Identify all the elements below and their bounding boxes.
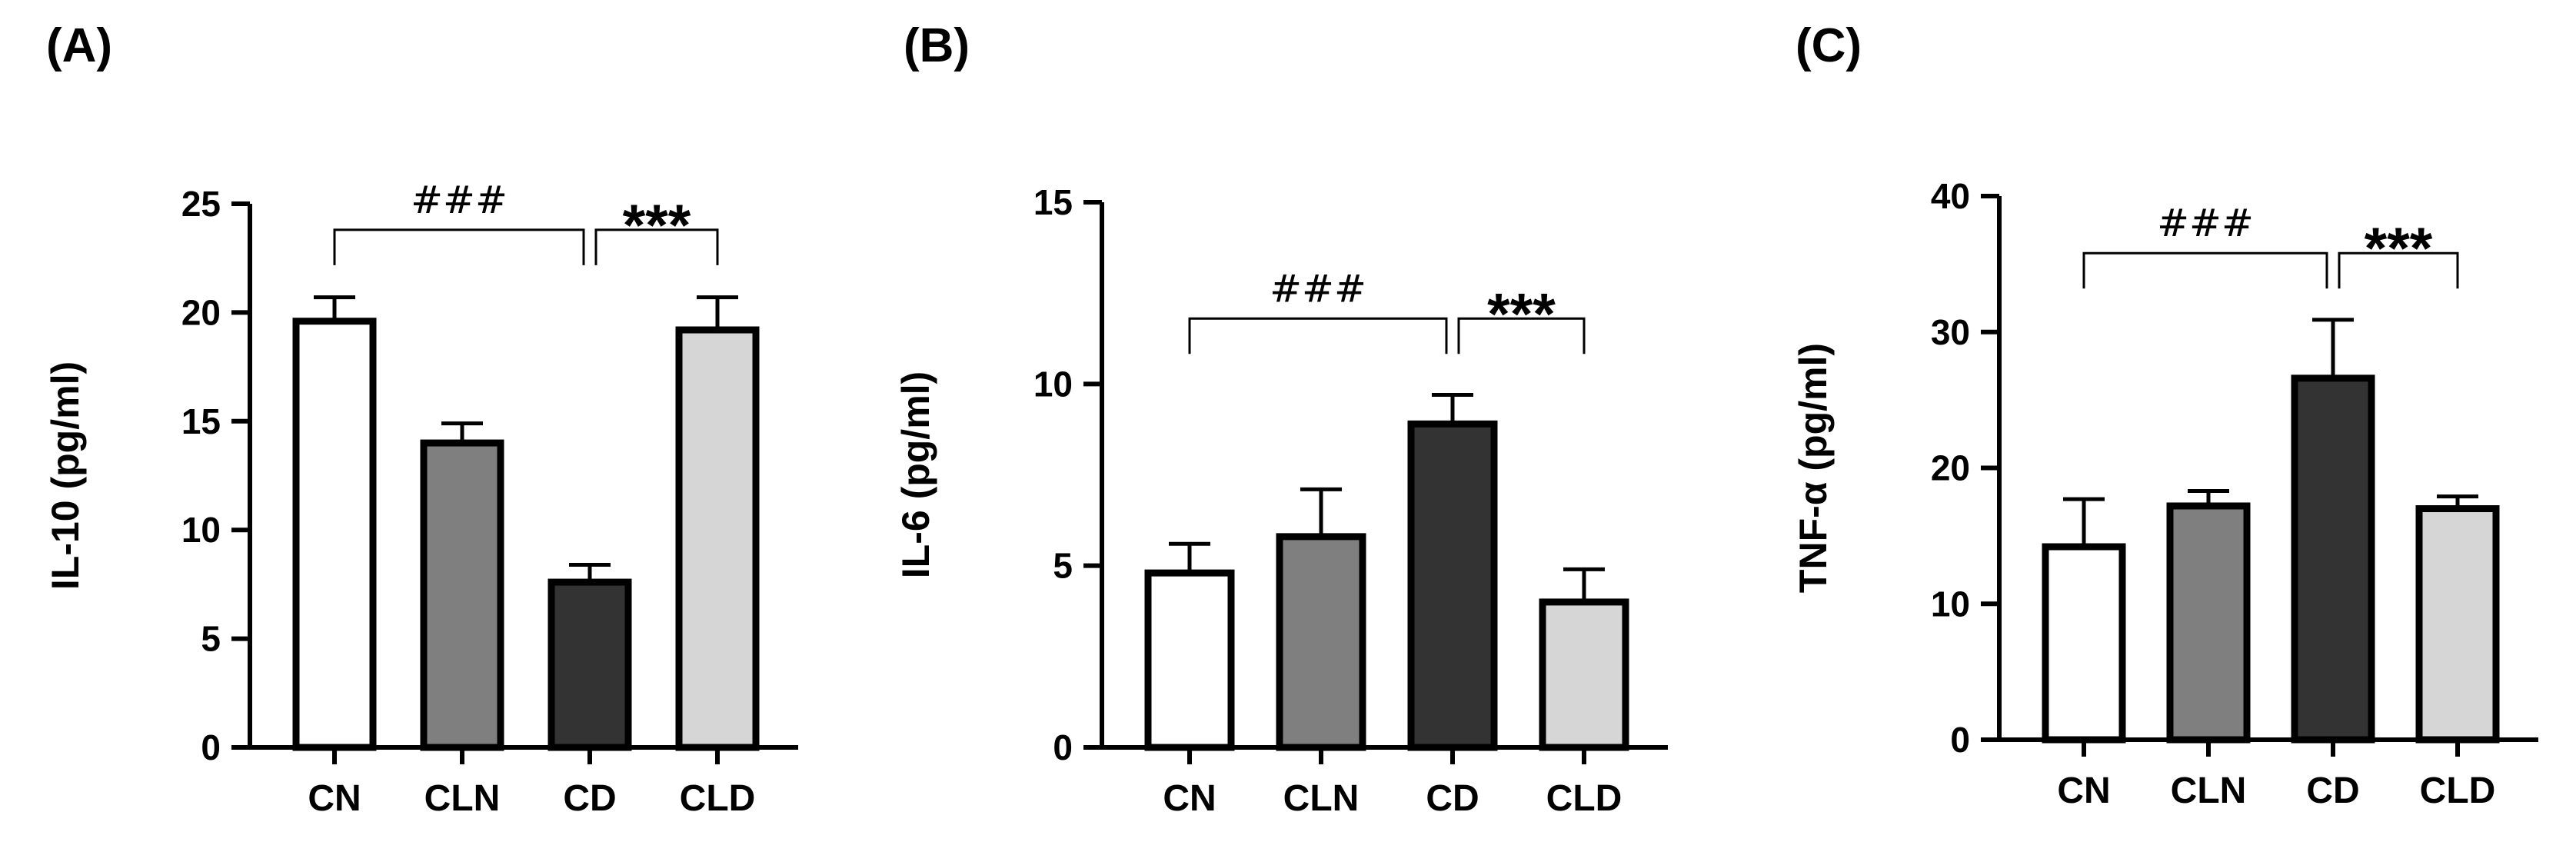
significance-hash: ### (2157, 201, 2254, 245)
significance-bracket (333, 228, 585, 265)
bar-cld (675, 326, 760, 751)
significance-bracket (2082, 251, 2328, 289)
significance-stars: *** (2365, 216, 2433, 281)
significance-stars: *** (623, 193, 691, 258)
y-tick-label: 0 (1053, 727, 1073, 767)
panel-a: (A) IL-10 (pg/ml) 0 5 10 15 20 25 CN CLN CD CLD ### *… (44, 19, 798, 819)
x-category-label: CD (1426, 778, 1479, 819)
panel-b: (B) IL-6 (pg/ml) 0 5 10 15 CN CLN CD CLD ### *** (894, 19, 1668, 819)
panel-label: (A) (46, 19, 112, 72)
y-tick-label: 25 (181, 184, 221, 224)
y-tick-label: 30 (1931, 312, 1970, 352)
significance-stars: *** (1487, 281, 1556, 347)
x-category-label: CLN (2171, 770, 2247, 811)
y-tick-label: 10 (181, 510, 221, 550)
bar-cln (2166, 502, 2251, 744)
x-category-label: CN (1163, 778, 1216, 819)
x-category-label: CLN (1283, 778, 1360, 819)
y-tick-label: 10 (1033, 364, 1073, 404)
significance-bracket (1188, 317, 1448, 354)
significance-bracket (2338, 251, 2459, 289)
x-category-label: CLD (1546, 778, 1622, 819)
bar-cn (292, 318, 377, 751)
bar-cln (420, 439, 504, 751)
panel-label: (B) (904, 19, 970, 72)
x-category-label: CLD (680, 778, 756, 819)
y-tick-label: 20 (1931, 448, 1970, 488)
bar-cld (1539, 598, 1629, 751)
bar-cd (547, 578, 632, 751)
y-axis-title: IL-10 (pg/ml) (44, 361, 87, 590)
y-tick-label: 15 (181, 401, 221, 441)
x-category-label: CD (563, 778, 616, 819)
y-tick-label: 5 (201, 619, 221, 659)
y-tick-label: 10 (1931, 584, 1970, 624)
x-category-label: CN (308, 778, 361, 819)
bar-cn (2042, 543, 2126, 744)
panel-c: (C) TNF-α (pg/ml) 0 10 20 30 40 CN CLN CD CLD ### **… (1792, 19, 2538, 811)
x-category-label: CN (2057, 770, 2110, 811)
x-category-label: CLN (424, 778, 501, 819)
y-axis-title: IL-6 (pg/ml) (894, 371, 937, 578)
bar-cd (2291, 374, 2375, 744)
y-tick-label: 15 (1033, 182, 1073, 222)
x-category-label: CD (2306, 770, 2359, 811)
significance-hash: ### (411, 178, 508, 222)
significance-bracket (1457, 317, 1586, 354)
bar-cln (1276, 533, 1366, 751)
significance-bracket (594, 228, 719, 265)
bar-cn (1144, 569, 1235, 751)
panel-label: (C) (1796, 19, 1862, 72)
x-category-label: CLD (2420, 770, 2496, 811)
y-tick-label: 0 (1950, 720, 1970, 760)
y-tick-label: 0 (201, 727, 221, 767)
y-axis-title: TNF-α (pg/ml) (1792, 343, 1835, 593)
bar-cd (1407, 420, 1498, 751)
significance-hash: ### (1270, 266, 1366, 311)
y-tick-label: 20 (181, 292, 221, 332)
y-tick-label: 40 (1931, 176, 1970, 216)
bar-cld (2415, 505, 2500, 744)
y-tick-label: 5 (1053, 546, 1073, 586)
